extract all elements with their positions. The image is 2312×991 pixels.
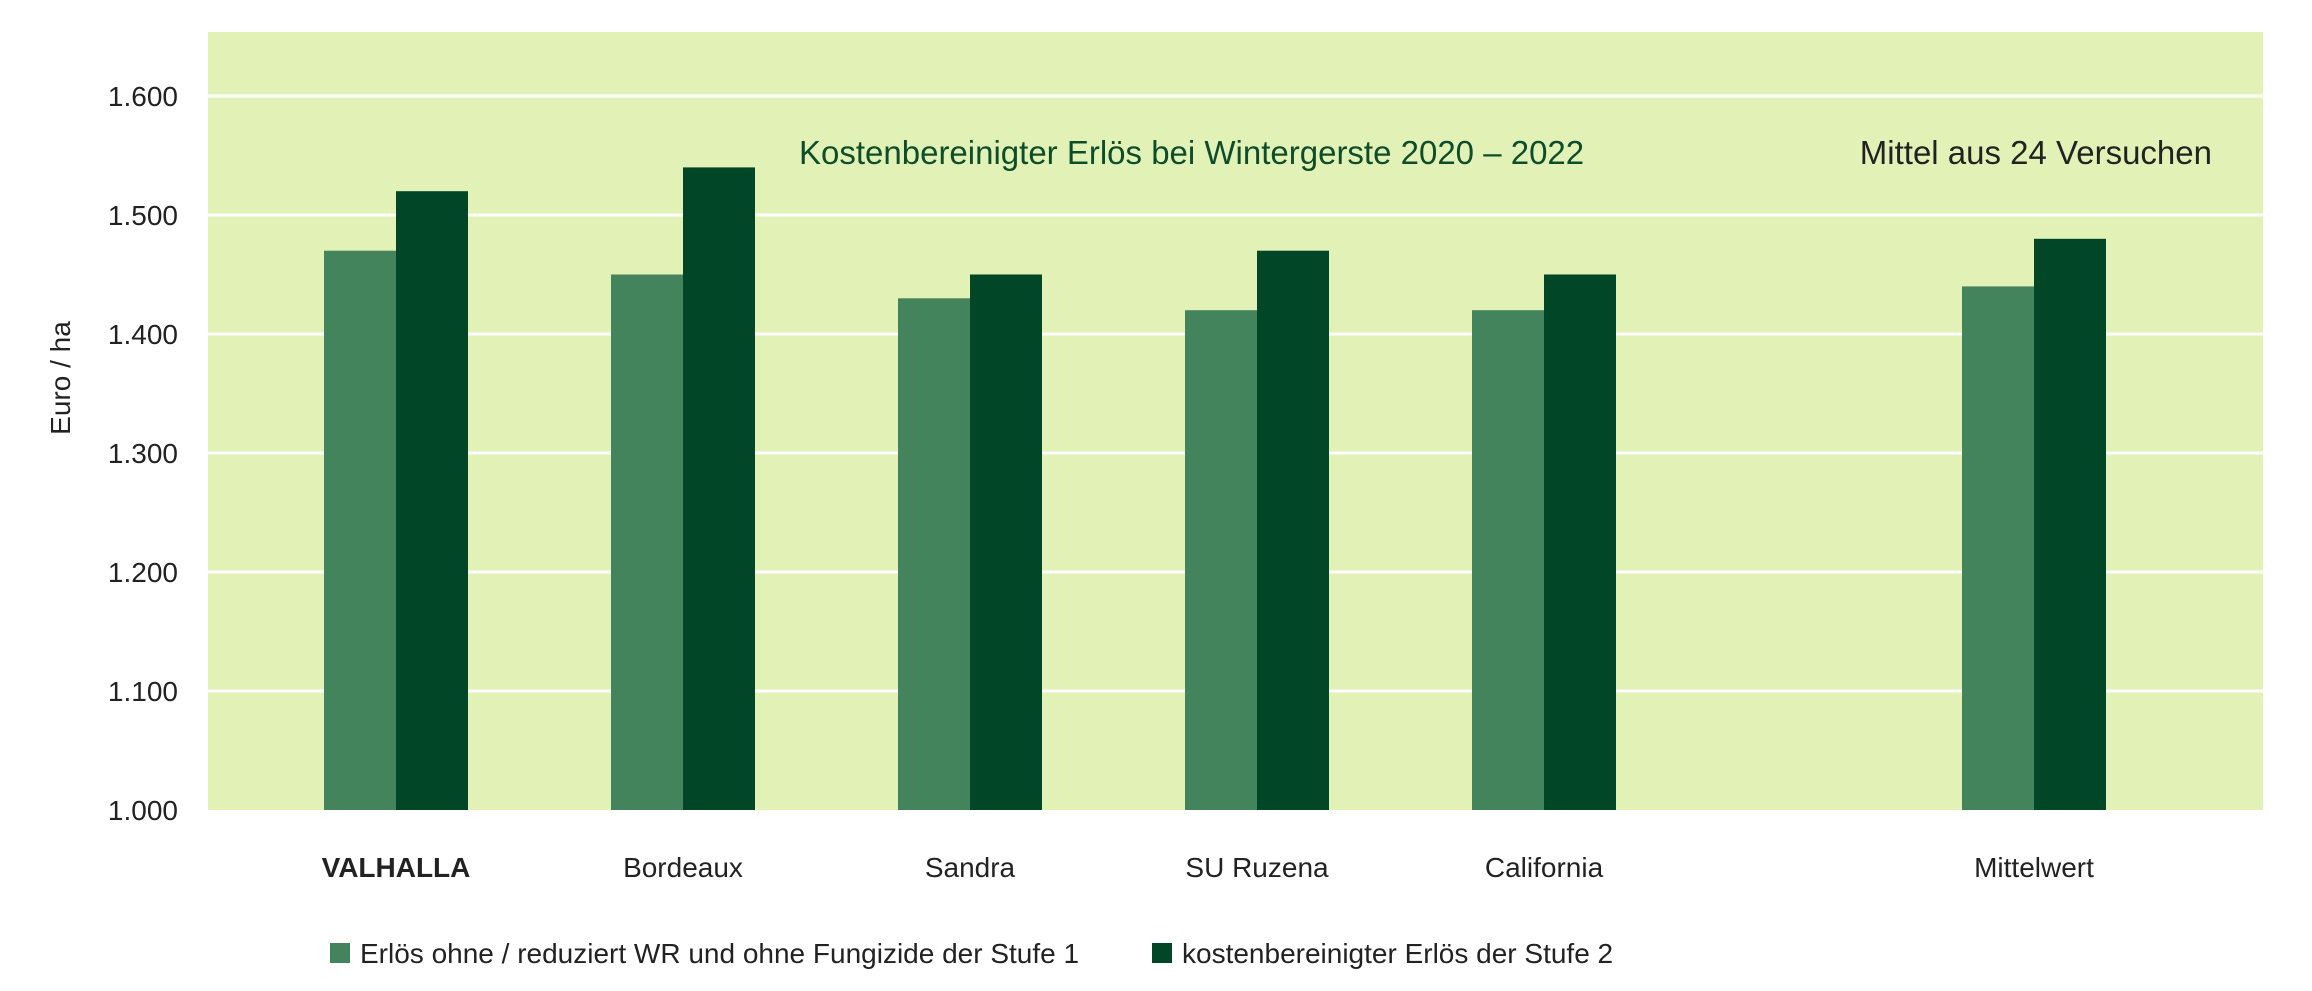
y-tick-label: 1.600 [108, 81, 178, 112]
category-labels: VALHALLA Bordeaux Sandra SU Ruzena Californi… [322, 852, 2095, 883]
y-tick-label: 1.500 [108, 200, 178, 231]
bar-1 [1185, 310, 1257, 810]
legend-swatch-series-1 [330, 943, 350, 963]
y-tick-label: 1.000 [108, 795, 178, 826]
bar-1 [324, 250, 396, 810]
y-axis-title: Euro / ha [45, 321, 76, 435]
y-tick-label: 1.200 [108, 557, 178, 588]
x-tick-label: Bordeaux [623, 852, 743, 883]
legend-swatch-series-2 [1152, 943, 1172, 963]
y-tick-label: 1.300 [108, 438, 178, 469]
bar-1 [1962, 286, 2034, 810]
bar-2 [396, 191, 468, 810]
x-tick-label: California [1485, 852, 1604, 883]
chart-title: Kostenbereinigter Erlös bei Wintergerste… [799, 134, 1584, 171]
chart-subtitle: Mittel aus 24 Versuchen [1860, 134, 2212, 171]
bar-2 [2034, 238, 2106, 811]
bar-2 [1257, 250, 1329, 810]
y-axis-ticks: 1.000 1.100 1.200 1.300 1.400 1.500 1.600 [108, 81, 178, 826]
y-tick-label: 1.400 [108, 319, 178, 350]
x-tick-label: Mittelwert [1974, 852, 2094, 883]
bar-1 [611, 274, 683, 810]
bar-2 [683, 167, 755, 810]
legend-label-series-2: kostenbereinigter Erlös der Stufe 2 [1182, 938, 1613, 969]
x-tick-label: VALHALLA [322, 852, 471, 883]
bars [324, 167, 2106, 811]
x-tick-label: Sandra [925, 852, 1016, 883]
x-tick-label: SU Ruzena [1185, 852, 1329, 883]
bar-1 [898, 298, 970, 810]
bar-1 [1472, 310, 1544, 810]
legend: Erlös ohne / reduziert WR und ohne Fungi… [330, 938, 1613, 969]
bar-2 [970, 274, 1042, 810]
y-tick-label: 1.100 [108, 676, 178, 707]
bar-2 [1544, 274, 1616, 810]
legend-label-series-1: Erlös ohne / reduziert WR und ohne Fungi… [360, 938, 1079, 969]
